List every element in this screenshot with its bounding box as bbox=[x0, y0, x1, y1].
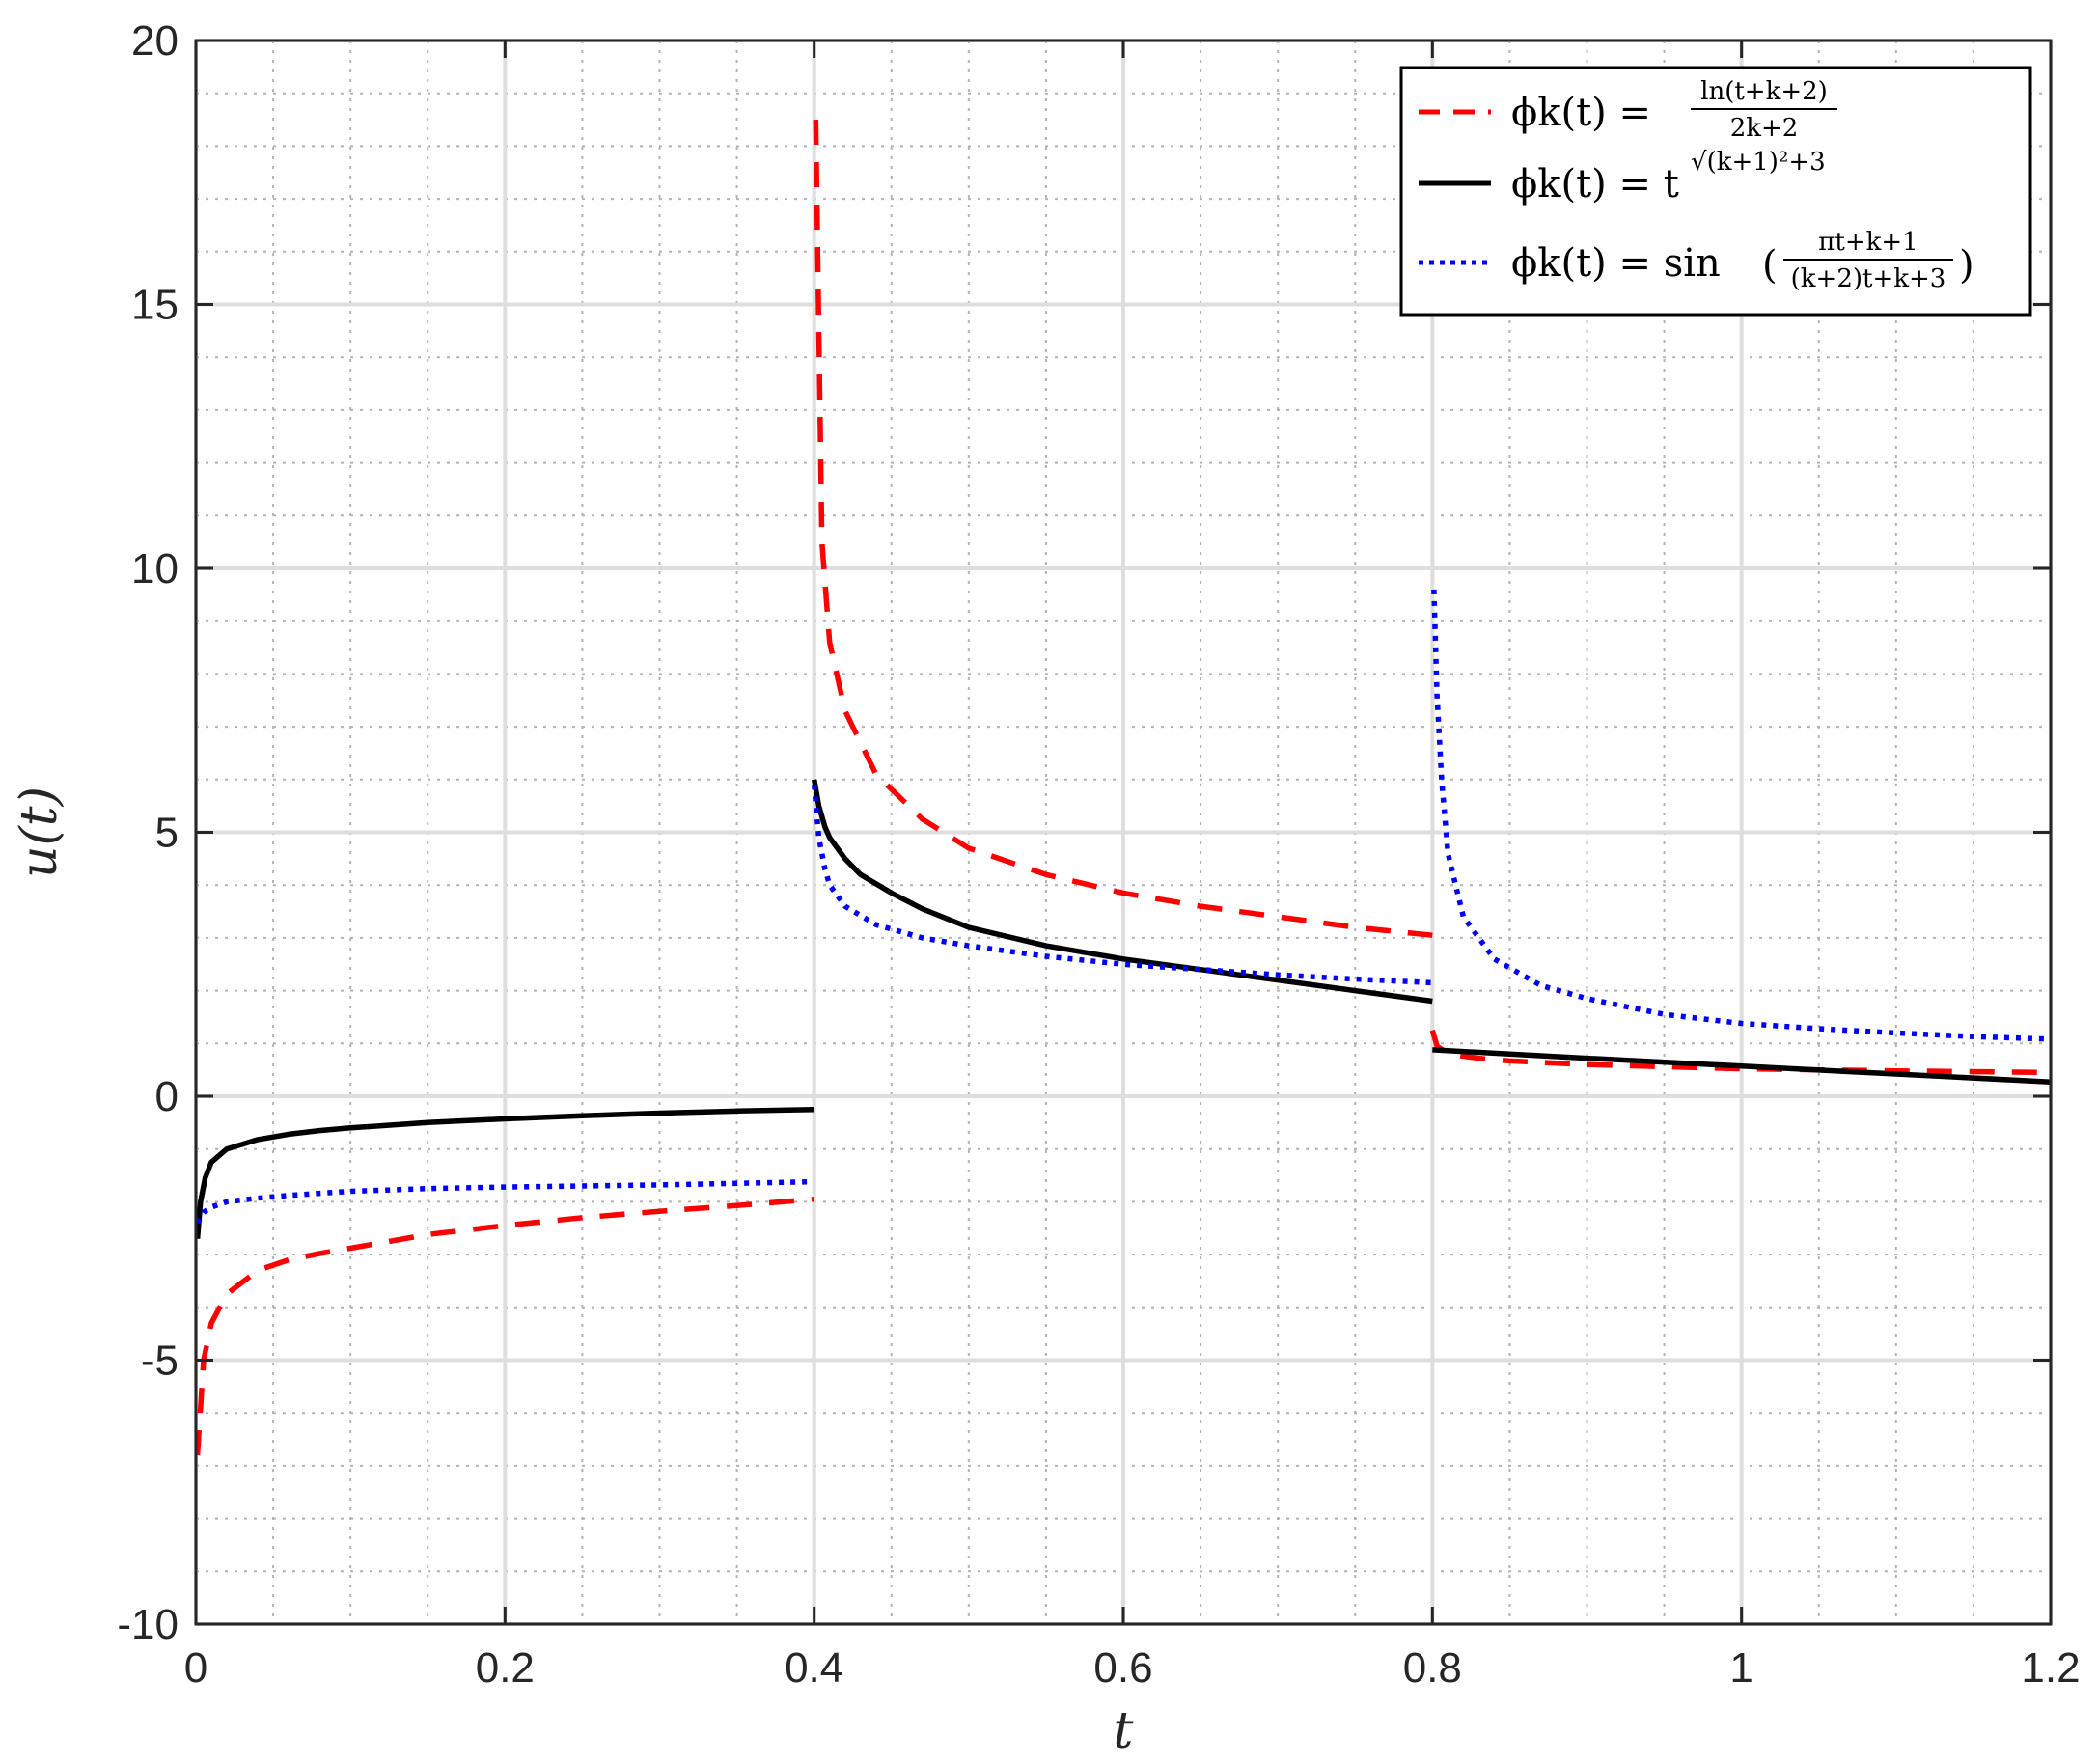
legend-label-series-3: ϕk(t) = sin bbox=[1511, 241, 1721, 286]
y-tick-label: 5 bbox=[155, 810, 179, 857]
x-tick-label: 0 bbox=[184, 1644, 207, 1692]
series-2-segment-1 bbox=[196, 1106, 814, 1239]
legend-exponent-series-2: √(k+1)²+3 bbox=[1691, 148, 1826, 177]
x-axis-label: t bbox=[1114, 1702, 1134, 1760]
series-2-segment-2 bbox=[811, 779, 1433, 1005]
x-tick-label: 1 bbox=[1729, 1644, 1752, 1692]
x-tick-label: 0.8 bbox=[1403, 1644, 1462, 1692]
y-tick-label: 10 bbox=[131, 545, 179, 593]
y-axis-label: u(t) bbox=[11, 786, 69, 878]
series-1-segment-2 bbox=[813, 120, 1433, 938]
series-layer bbox=[196, 120, 2051, 1456]
legend-label-series-2: ϕk(t) = t bbox=[1511, 162, 1679, 207]
y-tick-label: 0 bbox=[155, 1073, 179, 1120]
x-tick-label: 0.2 bbox=[476, 1644, 535, 1692]
series-2 bbox=[196, 779, 2051, 1239]
y-tick-label: 20 bbox=[131, 17, 179, 65]
legend-paren-close-series-3: ) bbox=[1959, 243, 1974, 288]
series-1-segment-1 bbox=[196, 1196, 814, 1456]
series-3-segment-2 bbox=[811, 785, 1433, 986]
legend: ϕk(t) = ln(t+k+2) 2k+2 ϕk(t) = t √(k+1)²… bbox=[1399, 66, 2032, 317]
series-3-segment-1 bbox=[196, 1178, 814, 1225]
y-tick-label: -10 bbox=[117, 1601, 179, 1648]
x-tick-labels: 0 0.2 0.4 0.6 0.8 1 1.2 bbox=[184, 1644, 2081, 1692]
legend-paren-open-series-3: ( bbox=[1762, 243, 1778, 288]
ticks bbox=[194, 39, 2053, 1626]
x-tick-label: 0.4 bbox=[785, 1644, 843, 1692]
series-3 bbox=[196, 589, 2051, 1225]
legend-label-series-1: ϕk(t) = bbox=[1511, 91, 1651, 135]
legend-numerator-series-3: πt+k+1 bbox=[1818, 228, 1918, 257]
legend-numerator-series-1: ln(t+k+2) bbox=[1700, 77, 1828, 106]
y-tick-labels: -10 -5 0 5 10 15 20 bbox=[117, 17, 179, 1648]
y-tick-label: -5 bbox=[141, 1337, 179, 1385]
legend-denominator-series-1: 2k+2 bbox=[1730, 114, 1799, 143]
legend-box bbox=[1399, 66, 2032, 317]
series-2-segment-3 bbox=[1432, 1047, 2051, 1085]
x-tick-label: 0.6 bbox=[1093, 1644, 1152, 1692]
y-tick-label: 15 bbox=[131, 282, 179, 329]
legend-denominator-series-3: (k+2)t+k+3 bbox=[1791, 264, 1946, 293]
x-tick-label: 1.2 bbox=[2021, 1644, 2080, 1692]
